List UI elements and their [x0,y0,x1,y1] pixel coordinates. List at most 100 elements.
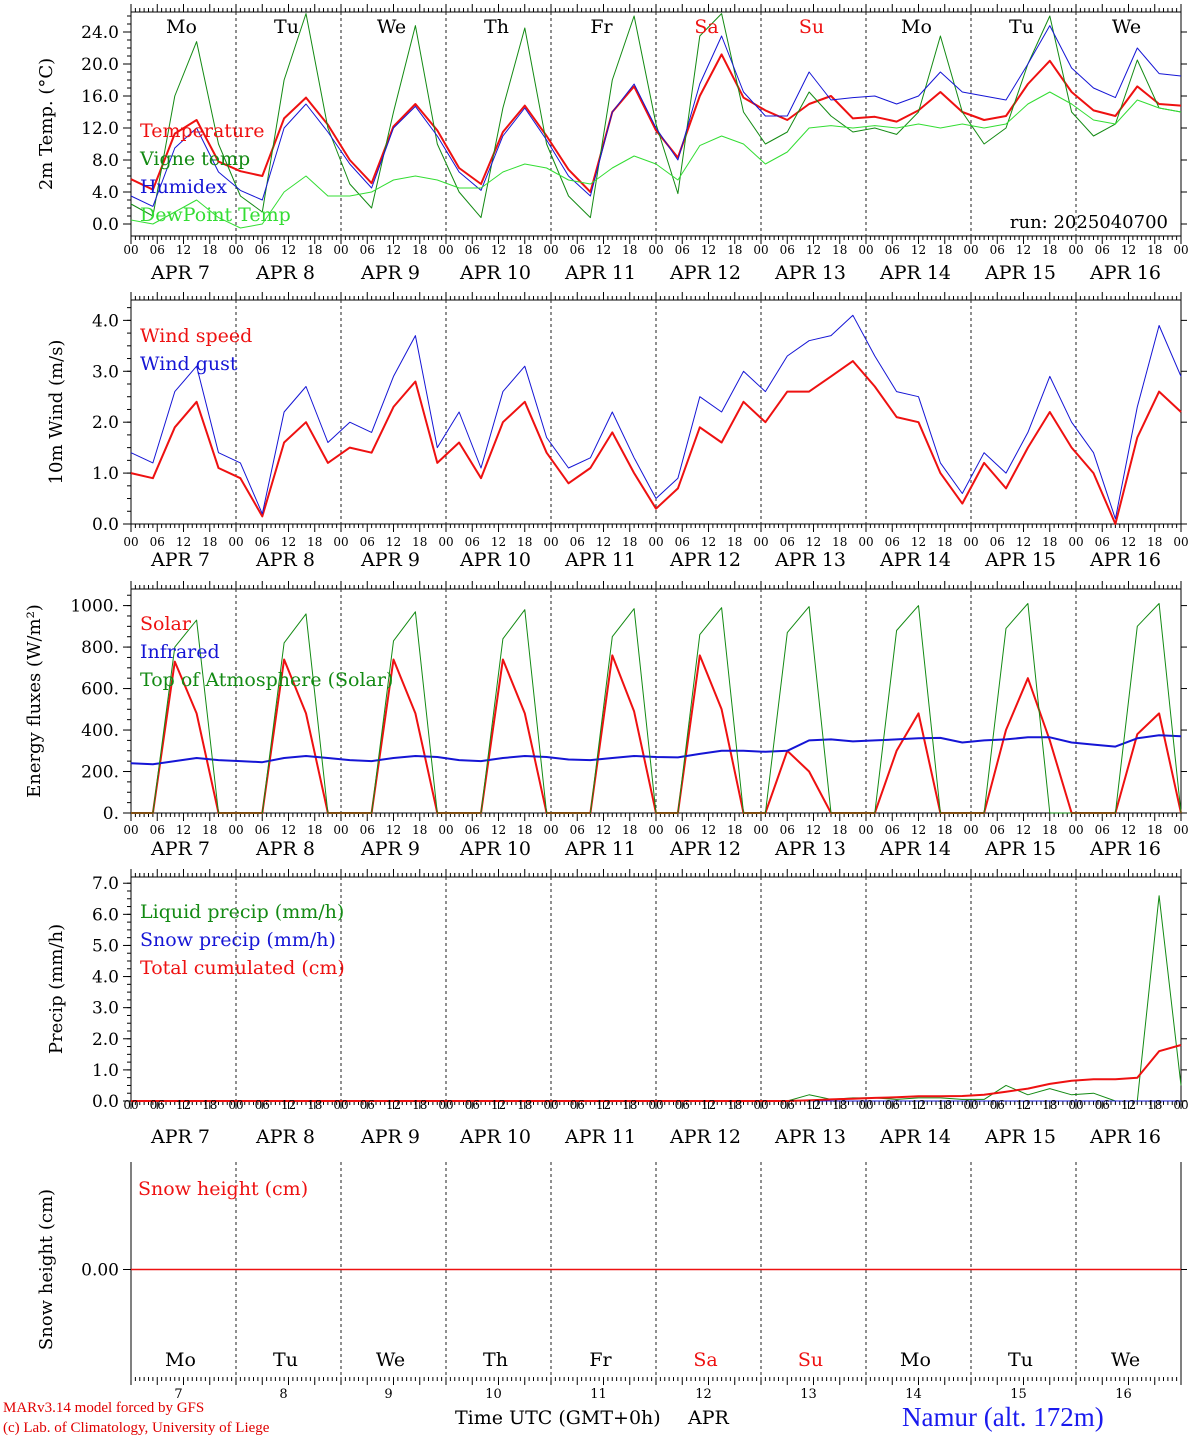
day-label: APR 13 [774,549,846,571]
day-label: APR 9 [360,838,420,860]
hour-tick-label: 00 [438,823,453,837]
series-line-4 [130,91,1182,229]
hour-tick-label: 00 [753,823,768,837]
hour-tick-label: 18 [727,535,742,549]
hour-tick-label: 18 [1042,1098,1057,1112]
hour-tick-label: 12 [491,823,506,837]
hour-tick-label: 12 [1016,243,1031,257]
hour-tick-label: 18 [307,1098,322,1112]
hour-tick-label: 18 [832,535,847,549]
hour-tick-label: 00 [438,1098,453,1112]
day-label: APR 13 [774,1126,846,1148]
weekday-label: Fr [590,16,613,38]
hour-tick-label: 06 [780,535,795,549]
hour-tick-label: 00 [648,535,663,549]
day-label: APR 12 [669,262,741,284]
hour-tick-label: 12 [806,823,821,837]
day-label: APR 16 [1089,1126,1161,1148]
weekday-label: Fr [589,1349,612,1371]
hour-tick-label: 06 [255,243,270,257]
weekday-label: Tu [1009,16,1034,38]
weekday-label: We [1112,16,1141,38]
hour-tick-label: 06 [255,823,270,837]
hour-tick-label: 00 [858,823,873,837]
hour-tick-label: 12 [491,243,506,257]
legend-entry: Infrared [140,641,220,663]
hour-tick-label: 06 [675,243,690,257]
hour-tick-label: 06 [570,823,585,837]
hour-tick-label: 06 [360,243,375,257]
panel-1 [123,4,1187,244]
y-tick-label: 1.0 [92,1061,119,1081]
hour-tick-label: 00 [123,823,138,837]
day-label: APR 15 [984,262,1056,284]
series-line-2 [130,314,1182,520]
hour-tick-label: 12 [701,1098,716,1112]
hour-tick-label: 12 [281,535,296,549]
legend-entry: Liquid precip (mm/h) [140,901,344,923]
weekday-label: Th [483,1349,508,1371]
panel-2 [123,292,1187,532]
hour-tick-label: 06 [360,1098,375,1112]
hour-tick-label: 12 [176,535,191,549]
hour-tick-label: 00 [123,1098,138,1112]
hour-tick-label: 06 [675,823,690,837]
y-tick-label: 200. [81,763,119,783]
hour-tick-label: 06 [150,1098,165,1112]
hour-tick-label: 12 [701,243,716,257]
hour-tick-label: 00 [543,535,558,549]
y-tick-label: 16.0 [81,87,119,107]
day-label: APR 7 [150,549,210,571]
y-tick-label: 20.0 [81,55,119,75]
legend-entry: Total cumulated (cm) [140,957,345,979]
hour-tick-label: 00 [333,823,348,837]
hour-tick-label: 12 [1121,535,1136,549]
hour-tick-label: 18 [202,823,217,837]
day-label: APR 10 [459,1126,531,1148]
hour-tick-label: 06 [1095,243,1110,257]
y-tick-label: 2.0 [92,1030,119,1050]
weekday-label: Sa [693,1349,717,1371]
legend-entry: Top of Atmosphere (Solar) [140,669,393,691]
legend-entry: DewPoint Temp [140,204,291,226]
hour-tick-label: 18 [202,1098,217,1112]
hour-tick-label: 12 [1121,243,1136,257]
hour-tick-label: 18 [412,535,427,549]
hour-tick-label: 18 [412,1098,427,1112]
hour-tick-label: 06 [780,823,795,837]
hour-tick-label: 00 [543,823,558,837]
hour-tick-label: 18 [517,1098,532,1112]
hour-tick-label: 00 [333,1098,348,1112]
hour-tick-label: 06 [255,1098,270,1112]
hour-tick-label: 06 [255,535,270,549]
hour-tick-label: 18 [832,243,847,257]
weekday-label: Mo [901,16,932,38]
series-line-1 [130,360,1182,525]
hour-tick-label: 06 [465,535,480,549]
legend-entry: Wind gust [140,353,238,375]
y-tick-label: 600. [81,680,119,700]
station-title: Namur (alt. 172m) [902,1402,1104,1432]
hour-tick-label: 00 [963,1098,978,1112]
series-line-3 [131,1044,1182,1102]
day-label: APR 8 [255,1126,315,1148]
weekday-label: Tu [1008,1349,1033,1371]
weekday-label: We [376,1349,405,1371]
hour-tick-label: 18 [832,823,847,837]
hour-tick-label: 12 [281,1098,296,1112]
y-axis-label: Snow height (cm) [36,1189,57,1350]
y-axis-label: Precip (mm/h) [46,924,67,1054]
day-label: APR 11 [564,262,636,284]
day-label: APR 11 [564,1126,636,1148]
hour-tick-label: 06 [1095,535,1110,549]
day-number-label: 7 [174,1387,182,1402]
hour-tick-label: 06 [465,1098,480,1112]
weekday-label: Mo [900,1349,931,1371]
series-line-2 [130,13,1182,219]
hour-tick-label: 00 [963,535,978,549]
hour-tick-label: 12 [281,243,296,257]
hour-tick-label: 00 [1173,823,1188,837]
y-tick-label: 400. [81,721,119,741]
hour-tick-label: 06 [1095,1098,1110,1112]
